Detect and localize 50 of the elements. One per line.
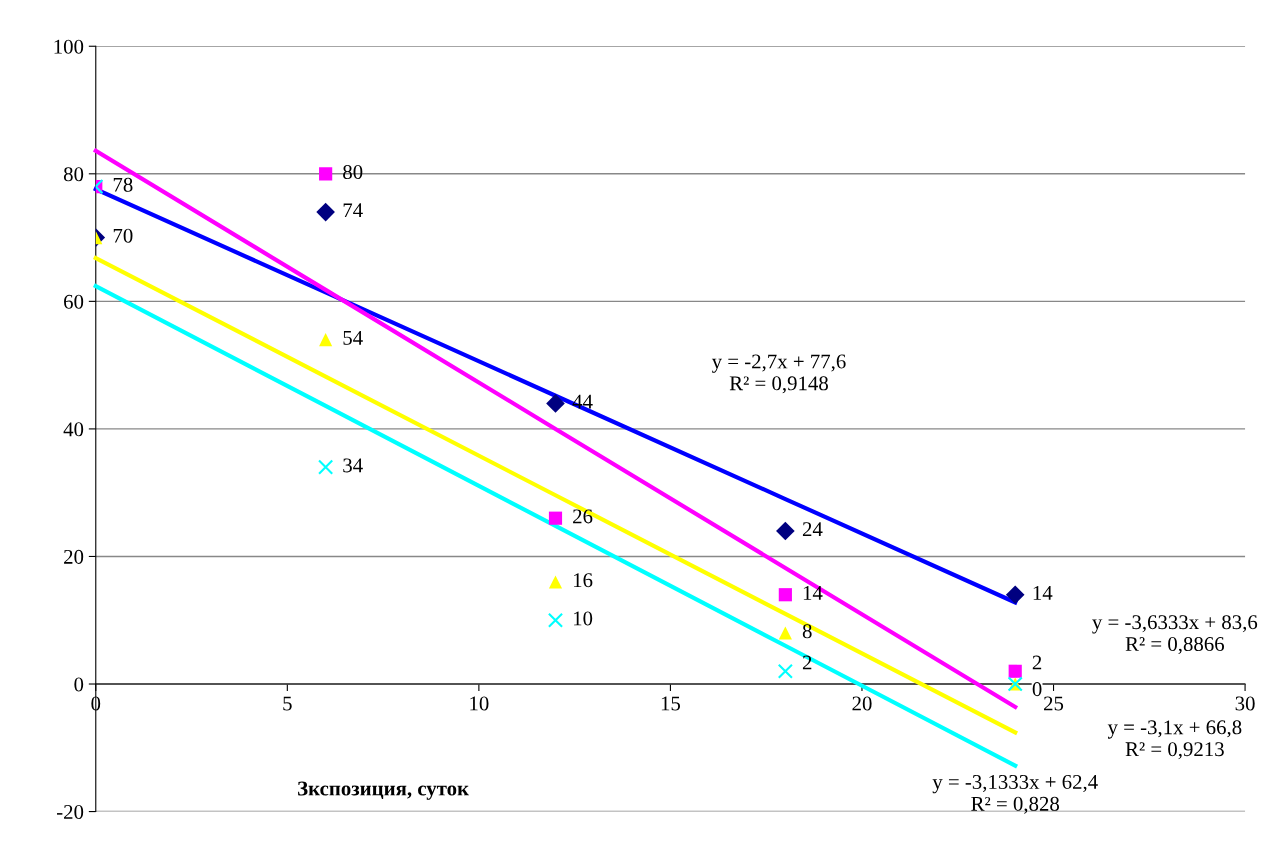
x-tick-label: 5 (283, 696, 292, 711)
annotation: y = -3,1333x + 62,4 R² = 0,828 (932, 775, 1098, 814)
data-label: 16 (573, 573, 593, 588)
data-label: 10 (573, 611, 593, 626)
point (1008, 664, 1022, 678)
point (316, 202, 335, 222)
point (548, 575, 563, 589)
point (319, 167, 333, 181)
data-label: 14 (1033, 585, 1053, 600)
data-label: 78 (113, 177, 133, 192)
y-tick-label: 80 (63, 167, 84, 182)
line-series (93, 148, 1018, 710)
x-tick-label: 30 (1235, 696, 1255, 711)
point (548, 511, 563, 525)
point (777, 663, 793, 679)
x-axis-title: Зкспозиция, суток (298, 781, 470, 800)
point (776, 521, 795, 541)
data-label: 44 (572, 394, 593, 409)
annotation: y = -3,6333x + 83,6 R² = 0,8866 (1092, 615, 1258, 655)
y-tick-label: -20 (56, 804, 84, 819)
point (319, 333, 333, 347)
annotation: y = -3,1x + 66,8 R² = 0,9213 (1107, 720, 1242, 760)
point (778, 588, 792, 602)
data-label: 34 (343, 458, 363, 473)
x-tick-label: 10 (470, 696, 489, 711)
data-label: 54 (343, 330, 363, 345)
data-label: 2 (802, 655, 812, 670)
point (778, 626, 792, 640)
y-tick-label: 20 (64, 549, 84, 564)
data-label: 74 (343, 203, 363, 218)
x-tick-label: 25 (1044, 696, 1064, 711)
y-tick-label: 0 (74, 677, 84, 692)
y-tick-label: 60 (64, 294, 84, 309)
data-label: 14 (803, 585, 823, 600)
data-label: 70 (113, 228, 133, 243)
point (318, 459, 334, 475)
data-label: 80 (343, 164, 363, 180)
y-tick-label: 40 (63, 422, 84, 437)
point (547, 612, 564, 628)
data-label: 24 (802, 522, 823, 536)
x-tick-label: 15 (661, 696, 681, 711)
annotation: y = -2,7x + 77,6 R² = 0,9148 (711, 354, 846, 394)
x-tick-label: 20 (852, 696, 872, 711)
point (1005, 585, 1025, 605)
point (546, 394, 565, 413)
data-label: 0 (1032, 682, 1042, 697)
data-label: 8 (802, 624, 812, 639)
y-tick-label: 100 (54, 39, 84, 54)
data-label: 2 (1032, 655, 1042, 670)
data-label: 26 (573, 509, 593, 524)
